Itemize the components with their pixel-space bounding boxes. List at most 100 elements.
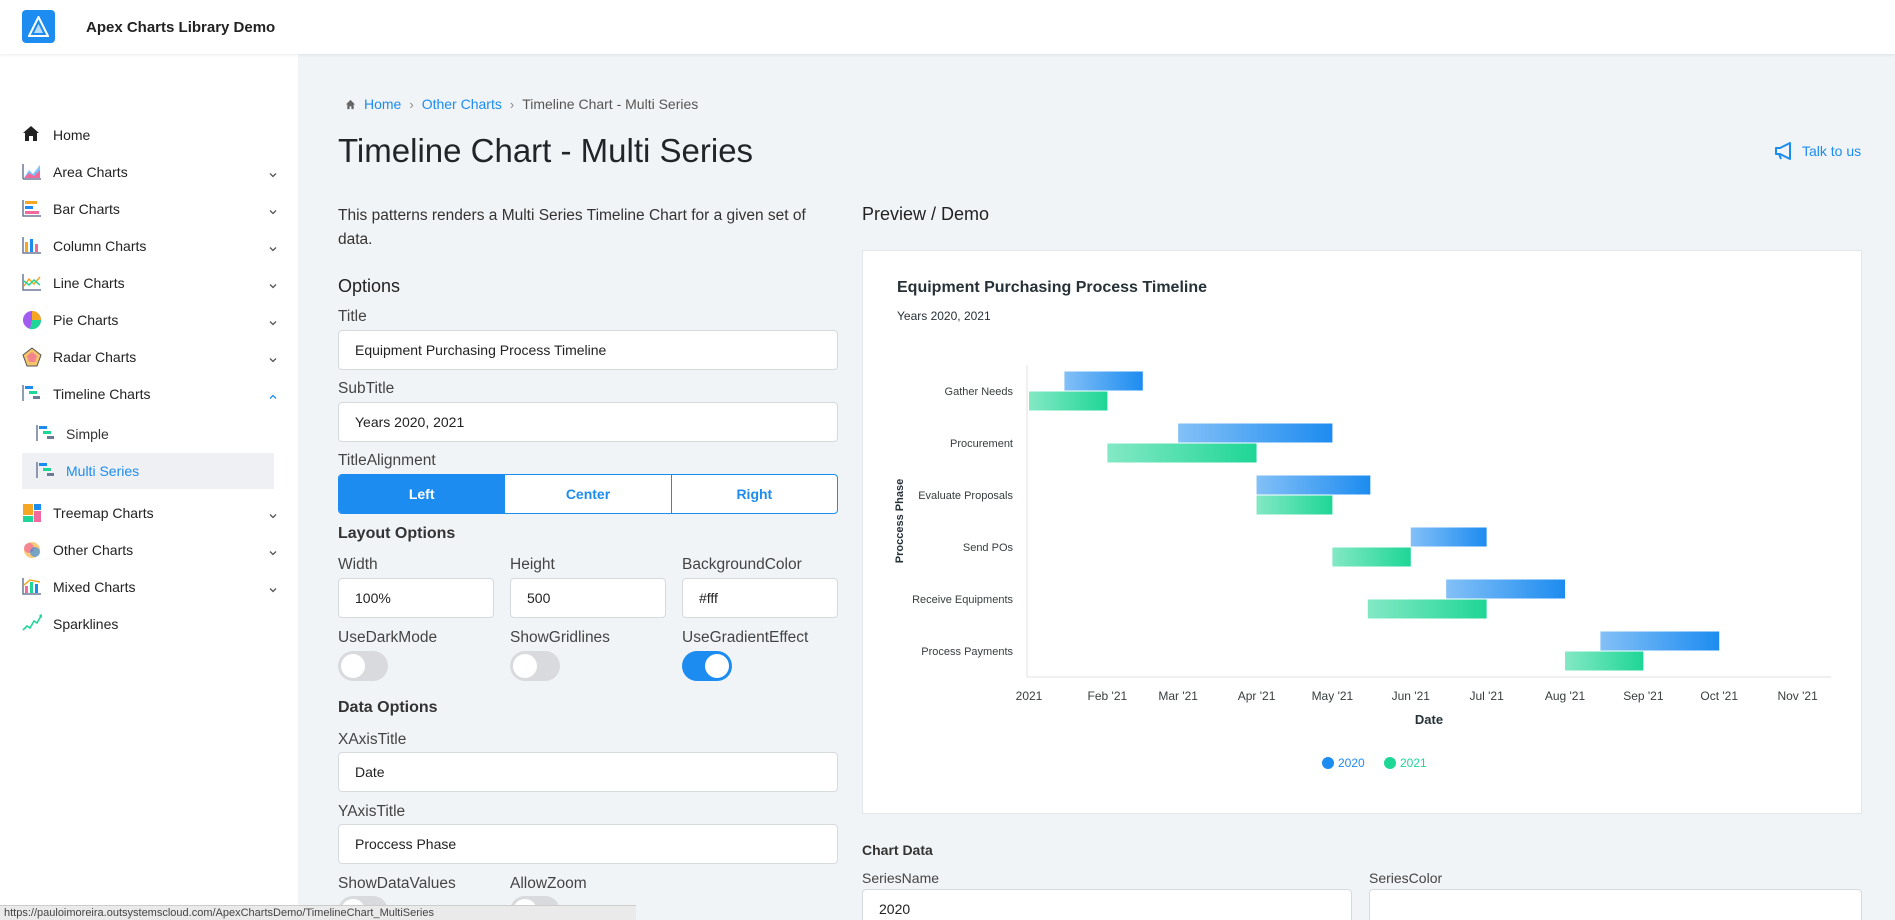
- yaxis-title-label: YAxisTitle: [338, 803, 406, 820]
- yaxis-title-input[interactable]: Proccess Phase: [338, 824, 838, 864]
- legend-label: 2020: [1338, 756, 1365, 770]
- chevron-up-icon[interactable]: [269, 388, 277, 399]
- timeline-bar: [1064, 371, 1143, 391]
- align-left-button[interactable]: Left: [339, 475, 506, 513]
- sidebar-item-line-charts[interactable]: Line Charts: [22, 266, 277, 300]
- legend-marker: [1384, 757, 1396, 769]
- x-tick-label: Apr '21: [1238, 689, 1276, 703]
- talk-to-us-link[interactable]: Talk to us: [1774, 142, 1861, 160]
- y-category-label: Evaluate Proposals: [918, 490, 1013, 502]
- gradient-toggle[interactable]: [682, 651, 732, 681]
- timeline-chart-icon: [22, 384, 44, 404]
- sidebar-item-label: Home: [53, 127, 91, 143]
- breadcrumb-home[interactable]: Home: [364, 96, 402, 112]
- breadcrumb-current: Timeline Chart - Multi Series: [522, 96, 699, 112]
- gridlines-toggle[interactable]: [510, 651, 560, 681]
- breadcrumb-parent[interactable]: Other Charts: [421, 96, 502, 112]
- series-name-input[interactable]: 2020: [862, 889, 1352, 920]
- x-tick-label: Jul '21: [1469, 689, 1504, 703]
- x-tick-label: Oct '21: [1700, 689, 1738, 703]
- y-category-label: Send POs: [963, 542, 1014, 554]
- chevron-down-icon[interactable]: [269, 544, 277, 556]
- series-color-label: SeriesColor: [1369, 870, 1443, 886]
- app-logo[interactable]: [22, 10, 55, 43]
- sidebar-item-home[interactable]: Home: [22, 118, 277, 152]
- height-label: Height: [510, 556, 555, 573]
- timeline-bar: [1256, 475, 1371, 495]
- title-alignment-label: TitleAlignment: [338, 452, 436, 469]
- timeline-bar: [1565, 651, 1644, 671]
- sidebar-item-timeline-charts[interactable]: Timeline Charts: [22, 377, 277, 411]
- align-right-button[interactable]: Right: [736, 486, 773, 502]
- page-title: Timeline Chart - Multi Series: [338, 132, 754, 169]
- sidebar-item-column-charts[interactable]: Column Charts: [22, 229, 277, 263]
- chart-title: Equipment Purchasing Process Timeline: [897, 279, 1208, 296]
- x-axis-title: Date: [1415, 712, 1443, 727]
- sidebar-item-bar-charts[interactable]: Bar Charts: [22, 192, 277, 226]
- xaxis-title-label: XAxisTitle: [338, 731, 407, 748]
- align-center-button[interactable]: Center: [505, 475, 672, 513]
- gradient-label: UseGradientEffect: [682, 629, 809, 646]
- sidebar-item-sparklines[interactable]: Sparklines: [22, 607, 277, 641]
- y-category-label: Gather Needs: [945, 386, 1014, 398]
- sidebar-item-area-charts[interactable]: Area Charts: [22, 155, 277, 189]
- sidebar-subitem-label: Simple: [66, 426, 109, 442]
- top-header: Apex Charts Library Demo: [0, 0, 1895, 54]
- sidebar-item-pie-charts[interactable]: Pie Charts: [22, 303, 277, 337]
- title-input[interactable]: Equipment Purchasing Process Timeline: [338, 330, 838, 370]
- chevron-down-icon[interactable]: [269, 581, 277, 593]
- x-tick-label: Sep '21: [1623, 689, 1664, 703]
- home-icon: [345, 99, 356, 109]
- chevron-down-icon[interactable]: [269, 277, 277, 289]
- series-color-input[interactable]: [1369, 889, 1862, 920]
- timeline-bar: [1107, 443, 1257, 463]
- megaphone-icon: [1775, 142, 1791, 160]
- chevron-down-icon[interactable]: [269, 507, 277, 519]
- sidebar-item-label: Line Charts: [53, 275, 125, 291]
- timeline-bar: [1029, 391, 1108, 411]
- sidebar-item-mixed-charts[interactable]: Mixed Charts: [22, 570, 277, 604]
- chart-card: Equipment Purchasing Process Timeline Ye…: [862, 250, 1862, 814]
- browser-status-url: https://pauloimoreira.outsystemscloud.co…: [0, 905, 636, 920]
- timeline-bar: [1178, 423, 1333, 443]
- sidebar-item-treemap-charts[interactable]: Treemap Charts: [22, 496, 277, 530]
- x-tick-label: Jun '21: [1392, 689, 1431, 703]
- sidebar-item-label: Radar Charts: [53, 349, 137, 365]
- talk-to-us-label: Talk to us: [1802, 143, 1862, 159]
- area-chart-icon: [22, 162, 44, 182]
- height-input[interactable]: 500: [510, 578, 666, 618]
- sidebar-item-label: Sparklines: [53, 616, 119, 632]
- chevron-down-icon[interactable]: [269, 240, 277, 252]
- timeline-bar: [1600, 631, 1720, 651]
- title-alignment-selector: Left Center Right: [338, 474, 838, 514]
- sidebar-subitem-multi-series[interactable]: Multi Series: [22, 453, 274, 489]
- chevron-down-icon[interactable]: [269, 203, 277, 215]
- sidebar-item-label: Mixed Charts: [53, 579, 136, 595]
- allow-zoom-label: AllowZoom: [510, 875, 587, 892]
- chevron-down-icon[interactable]: [269, 351, 277, 363]
- app-title: Apex Charts Library Demo: [86, 19, 276, 36]
- options-heading: Options: [338, 276, 401, 296]
- xaxis-title-input[interactable]: Date: [338, 752, 838, 792]
- subtitle-input[interactable]: Years 2020, 2021: [338, 402, 838, 442]
- legend-marker: [1322, 757, 1334, 769]
- sidebar-item-other-charts[interactable]: Other Charts: [22, 533, 277, 567]
- chevron-down-icon[interactable]: [269, 166, 277, 178]
- width-input[interactable]: 100%: [338, 578, 494, 618]
- treemap-chart-icon: [22, 503, 44, 523]
- preview-heading: Preview / Demo: [862, 204, 990, 224]
- sidebar-subitem-label: Multi Series: [66, 463, 140, 479]
- background-color-input[interactable]: #fff: [682, 578, 838, 618]
- x-tick-label: Feb '21: [1088, 689, 1128, 703]
- legend-label: 2021: [1400, 756, 1427, 770]
- chart-subtitle: Years 2020, 2021: [897, 309, 991, 323]
- sidebar-item-label: Pie Charts: [53, 312, 119, 328]
- sidebar-subitem-simple[interactable]: Simple: [22, 416, 274, 452]
- title-label: Title: [338, 308, 367, 325]
- show-data-values-label: ShowDataValues: [338, 875, 456, 892]
- width-label: Width: [338, 556, 378, 573]
- sidebar-item-radar-charts[interactable]: Radar Charts: [22, 340, 277, 374]
- dark-mode-toggle[interactable]: [338, 651, 388, 681]
- chevron-down-icon[interactable]: [269, 314, 277, 326]
- x-tick-label: 2021: [1016, 689, 1043, 703]
